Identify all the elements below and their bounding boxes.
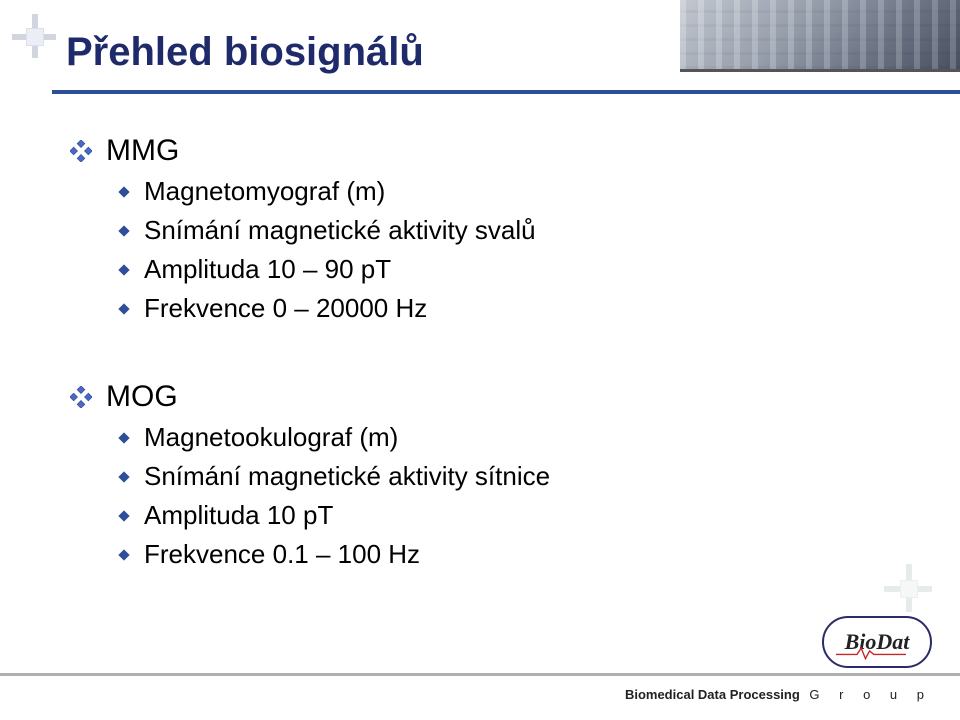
four-diamond-icon [70,140,92,162]
list-item-label: Frekvence 0 – 20000 Hz [144,293,427,324]
biodat-logo: Bio Dat [822,616,932,668]
section-heading: MOG [70,380,900,414]
content-area: MMG Magnetomyograf (m) Snímání magnetick… [70,118,900,570]
section-heading: MMG [70,134,900,168]
header-photo [680,0,960,72]
list-item-label: Amplituda 10 – 90 pT [144,254,391,285]
list-item: Amplituda 10 pT [116,500,900,531]
diamond-icon [116,508,132,524]
footer-rule [0,673,960,676]
title-underline [52,90,960,94]
diamond-icon [116,547,132,563]
list-item-label: Magnetookulograf (m) [144,422,398,453]
footer-text: Biomedical Data Processing G r o u p [625,687,932,702]
list-item-label: Frekvence 0.1 – 100 Hz [144,539,420,570]
diamond-icon [116,430,132,446]
pulse-icon [836,646,906,660]
section-heading-label: MOG [106,380,178,414]
section-heading-label: MMG [106,134,179,168]
list-item: Amplituda 10 – 90 pT [116,254,900,285]
diamond-icon [116,223,132,239]
diamond-icon [116,184,132,200]
corner-ornament-icon [12,14,56,58]
diamond-icon [116,262,132,278]
diamond-icon [116,301,132,317]
list-item: Snímání magnetické aktivity svalů [116,215,900,246]
diamond-icon [116,469,132,485]
bottom-ornament-icon [884,564,932,612]
list-item-label: Snímání magnetické aktivity sítnice [144,461,550,492]
list-item-label: Amplituda 10 pT [144,500,333,531]
list-item-label: Snímání magnetické aktivity svalů [144,215,536,246]
list-item: Magnetookulograf (m) [116,422,900,453]
list-item: Frekvence 0.1 – 100 Hz [116,539,900,570]
list-item: Frekvence 0 – 20000 Hz [116,293,900,324]
four-diamond-icon [70,386,92,408]
list-item: Magnetomyograf (m) [116,176,900,207]
page-title: Přehled biosignálů [66,30,424,75]
footer-bold: Biomedical Data Processing [625,687,800,702]
list-item: Snímání magnetické aktivity sítnice [116,461,900,492]
footer-spaced: G r o u p [809,687,932,702]
list-item-label: Magnetomyograf (m) [144,176,385,207]
